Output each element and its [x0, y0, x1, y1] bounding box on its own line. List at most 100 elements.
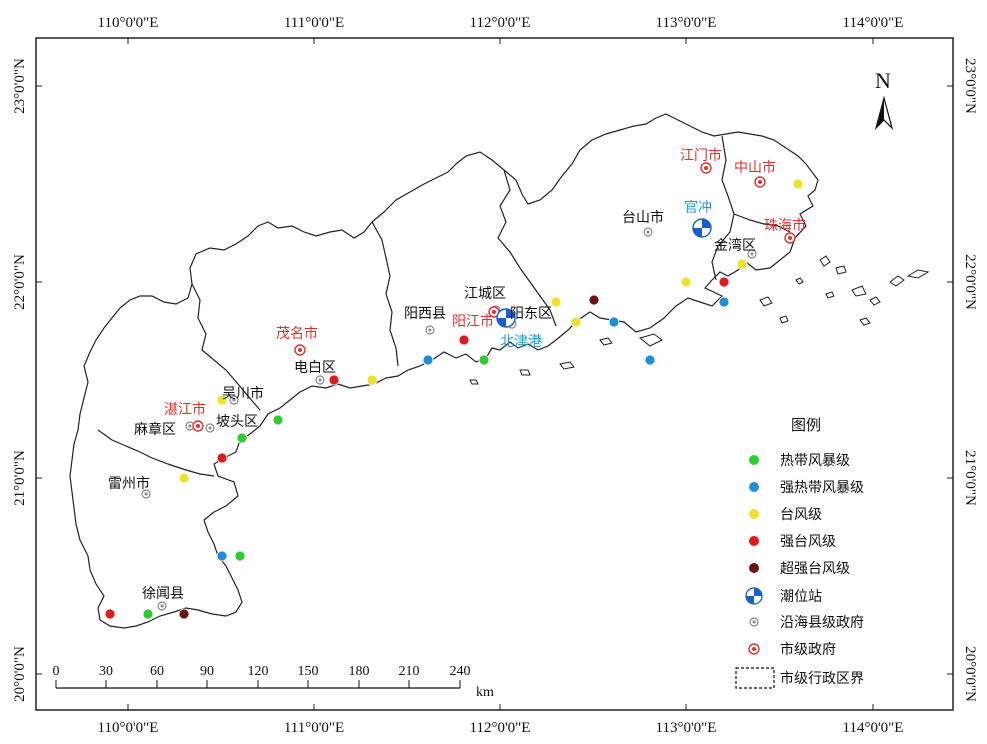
scale-tick: 120	[248, 664, 269, 679]
scale-tick: 180	[349, 664, 370, 679]
city-label: 湛江市	[164, 401, 206, 418]
scale-tick: 210	[399, 664, 420, 679]
north-arrow-icon: N	[874, 68, 894, 131]
border-zhongshan-zhuhai	[733, 213, 791, 233]
typhoon-point-tropical-storm	[142, 608, 154, 620]
lon-labels-bottom: 110°0'0"E 111°0'0"E 112°0'0"E 113°0'0"E …	[98, 720, 904, 736]
lat-label: 20°0'0"N	[962, 646, 978, 702]
scale-bar: 0 30 60 90 120 150 180 210 240 km	[53, 664, 495, 700]
station-label: 官冲	[684, 200, 712, 216]
scale-unit: km	[476, 685, 494, 700]
city-marker	[784, 232, 796, 244]
typhoon-point-typhoon	[792, 178, 804, 190]
station-label: 北津港	[500, 334, 542, 350]
typhoon-point-severe-typhoon	[458, 334, 470, 346]
scale-tick: 240	[450, 664, 471, 679]
scale-tick: 30	[99, 664, 113, 679]
lat-label: 20°0'0"N	[12, 646, 28, 702]
typhoon-point-tropical-storm	[478, 354, 490, 366]
lat-label: 21°0'0"N	[962, 450, 978, 506]
scale-tick: 0	[53, 664, 60, 679]
legend-label: 强台风级	[780, 534, 836, 550]
lon-label: 114°0'0"E	[843, 720, 904, 736]
typhoon-point-tropical-storm	[234, 550, 246, 562]
county-marker	[747, 249, 757, 259]
legend-swatch-county-gov-icon	[749, 617, 759, 627]
typhoon-points	[104, 178, 804, 620]
legend-swatch-city-gov-icon	[748, 643, 760, 655]
county-marker	[229, 395, 239, 405]
legend-label: 市级行政区界	[780, 670, 864, 687]
legend-label: 热带风暴级	[780, 453, 850, 469]
typhoon-point-tropical-storm	[272, 414, 284, 426]
border-leizhou-peninsula	[97, 429, 215, 477]
typhoon-point-typhoon	[366, 374, 378, 386]
islands	[469, 255, 930, 385]
lon-label: 113°0'0"E	[656, 720, 717, 736]
tide-station-icon	[692, 218, 712, 238]
city-labels: 江门市 中山市 珠海市 茂名市 阳江市 湛江市 台山市 金湾区 江城区 阳西县 …	[108, 147, 806, 602]
typhoon-point-severe-tropical-storm	[216, 550, 228, 562]
lon-label: 110°0'0"E	[98, 720, 159, 736]
city-label: 江城区	[464, 286, 506, 302]
lon-label: 114°0'0"E	[843, 15, 904, 31]
legend-swatch-super-typhoon	[749, 563, 759, 573]
typhoon-point-typhoon	[178, 472, 190, 484]
typhoon-point-severe-tropical-storm	[608, 316, 620, 328]
typhoon-point-typhoon	[216, 394, 228, 406]
lon-label: 112°0'0"E	[470, 720, 531, 736]
typhoon-point-typhoon	[570, 316, 582, 328]
lat-label: 23°0'0"N	[962, 58, 978, 114]
scale-tick: 150	[298, 664, 319, 679]
county-marker	[205, 423, 215, 433]
legend: 图例 热带风暴级 强热带风暴级 台风级 强台风级 超强台风级 潮位站 沿海县级政…	[735, 416, 864, 689]
land-outline	[69, 113, 819, 629]
legend-swatch-severe-tropical-storm	[749, 482, 759, 492]
county-marker	[185, 421, 195, 431]
city-label: 江门市	[680, 147, 722, 164]
legend-swatch-tropical-storm	[749, 455, 759, 465]
typhoon-point-severe-typhoon	[216, 452, 228, 464]
county-marker	[643, 227, 653, 237]
scale-tick: 60	[150, 664, 164, 679]
typhoon-point-severe-typhoon	[328, 374, 340, 386]
lon-label: 111°0'0"E	[284, 15, 344, 31]
city-label: 麻章区	[134, 421, 176, 438]
lon-label: 112°0'0"E	[470, 15, 531, 31]
county-marker	[141, 489, 151, 499]
border-yangjiang-jiangmen	[497, 169, 557, 327]
legend-label: 市级政府	[780, 641, 836, 658]
typhoon-point-severe-tropical-storm	[422, 354, 434, 366]
map-frame	[35, 37, 954, 711]
city-label: 茂名市	[276, 325, 318, 342]
svg-text:N: N	[875, 68, 891, 93]
typhoon-point-severe-tropical-storm	[718, 296, 730, 308]
city-label: 电白区	[294, 360, 336, 376]
city-label: 金湾区	[714, 237, 756, 254]
frame-ticks	[36, 38, 953, 710]
city-label: 中山市	[734, 159, 776, 176]
legend-swatch-typhoon	[749, 509, 759, 519]
legend-swatch-tide-station-icon	[745, 587, 763, 605]
legend-label: 台风级	[780, 507, 822, 523]
typhoon-point-severe-typhoon	[718, 276, 730, 288]
typhoon-point-typhoon	[736, 258, 748, 270]
lat-label: 21°0'0"N	[12, 450, 28, 506]
legend-swatch-severe-typhoon	[749, 536, 759, 546]
city-label: 阳东区	[510, 306, 552, 322]
city-label: 珠海市	[764, 217, 806, 234]
lat-labels-right: 23°0'0"N 22°0'0"N 21°0'0"N 20°0'0"N	[962, 58, 978, 702]
legend-label: 潮位站	[780, 589, 822, 605]
lat-label: 23°0'0"N	[12, 58, 28, 114]
city-marker	[700, 162, 712, 174]
city-label: 台山市	[622, 209, 664, 226]
lon-label: 110°0'0"E	[98, 15, 159, 31]
city-label: 雷州市	[108, 475, 150, 492]
legend-label: 强热带风暴级	[780, 480, 864, 496]
border-zhanjiang-maoming	[191, 283, 261, 411]
border-maoming-yangjiang	[371, 221, 399, 367]
county-marker	[315, 375, 325, 385]
lon-labels-top: 110°0'0"E 111°0'0"E 112°0'0"E 113°0'0"E …	[98, 15, 904, 31]
legend-title: 图例	[791, 416, 821, 434]
